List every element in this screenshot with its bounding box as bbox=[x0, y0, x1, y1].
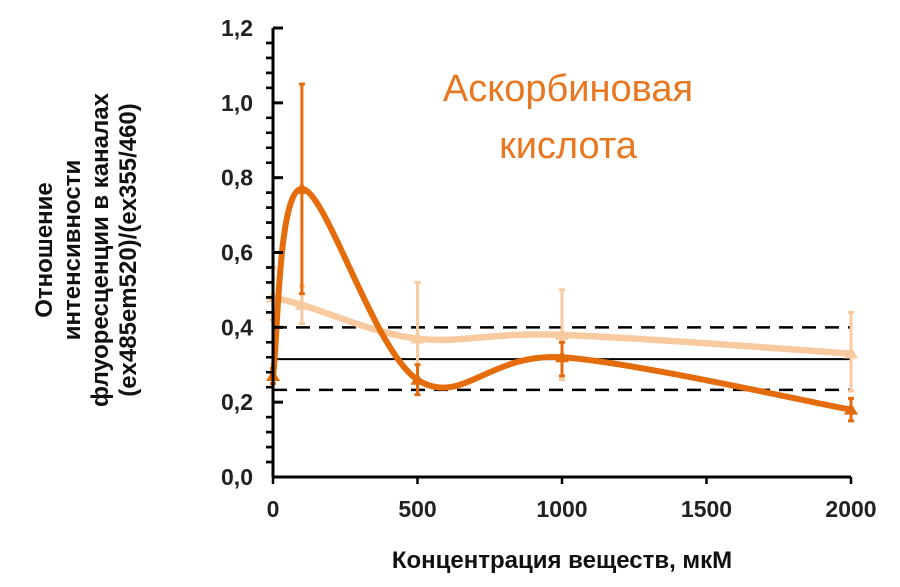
y-axis-label: Отношение интенсивности флуоресценции в … bbox=[31, 92, 142, 407]
annotation-line-2: кислота bbox=[499, 125, 638, 167]
y-axis-label-line-3: флуоресценции в каналах bbox=[87, 92, 114, 407]
annotation-line-1: Аскорбиновая bbox=[443, 68, 693, 110]
data-point-marker bbox=[555, 350, 569, 363]
series-group bbox=[266, 82, 858, 423]
x-tick-label: 0 bbox=[267, 496, 280, 522]
data-point-marker bbox=[844, 402, 858, 415]
y-tick-label: 0,4 bbox=[221, 314, 253, 340]
y-axis-label-line-1: Отношение bbox=[31, 182, 58, 318]
axes bbox=[266, 26, 853, 484]
data-point-marker bbox=[410, 372, 425, 385]
y-axis-label-line-2: интенсивности bbox=[59, 160, 86, 340]
y-tick-label: 0,2 bbox=[221, 389, 253, 415]
data-point-marker bbox=[555, 327, 569, 340]
x-tick-label: 1000 bbox=[536, 496, 587, 522]
data-point-marker bbox=[294, 297, 309, 310]
x-tick-label: 500 bbox=[398, 496, 436, 522]
y-tick-label: 0,8 bbox=[221, 165, 253, 191]
data-point-marker bbox=[844, 346, 858, 359]
x-axis-label: Концентрация веществ, мкМ bbox=[392, 547, 732, 574]
data-point-marker bbox=[410, 331, 425, 344]
y-tick-label: 1,2 bbox=[221, 15, 253, 41]
data-point-marker bbox=[294, 181, 309, 194]
y-tick-label: 0,0 bbox=[221, 464, 253, 490]
x-tick-label: 1500 bbox=[681, 496, 732, 522]
y-axis-label-line-4: (ex485em520)/(ex355/460) bbox=[115, 103, 142, 397]
x-tick-label: 2000 bbox=[825, 496, 876, 522]
tick-labels: 0,0 0,2 0,4 0,6 0,8 1,0 1,2 0 500 1000 1500 2000 bbox=[221, 15, 877, 522]
y-tick-label: 1,0 bbox=[221, 90, 253, 116]
y-tick-label: 0,6 bbox=[221, 240, 253, 266]
